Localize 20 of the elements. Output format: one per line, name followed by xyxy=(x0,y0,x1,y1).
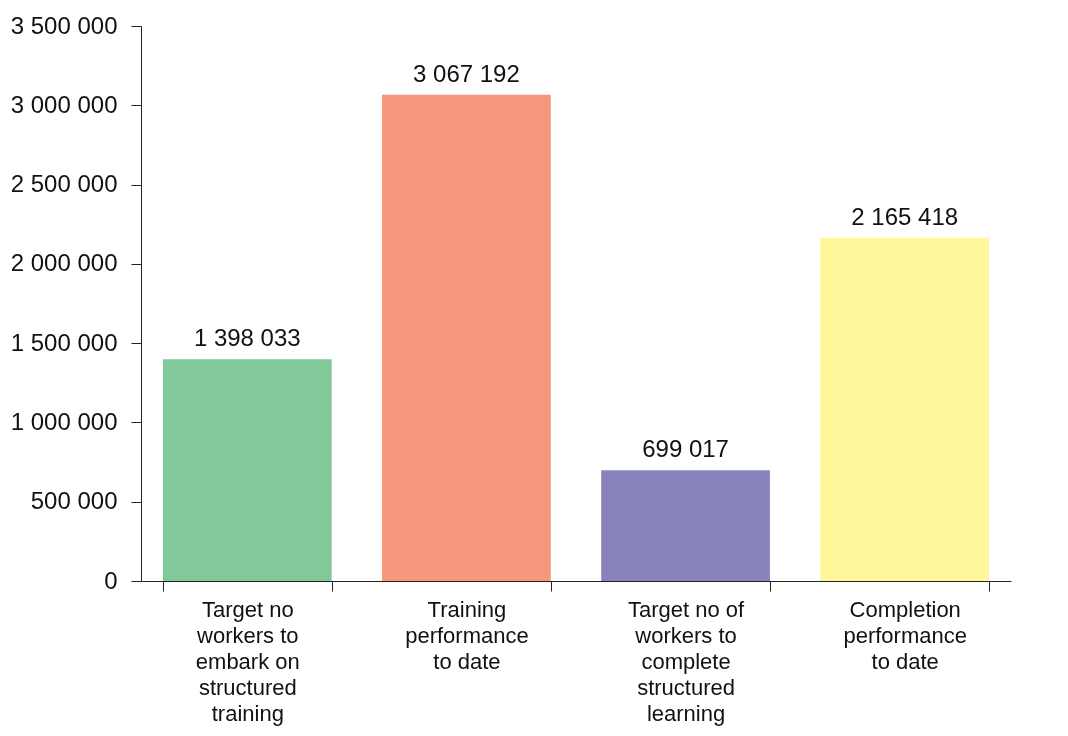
y-tick-label: 3 500 000 xyxy=(10,11,118,39)
y-tick-label: 1 500 000 xyxy=(10,328,118,356)
data-label: 3 067 192 xyxy=(413,59,520,87)
bar xyxy=(820,237,990,581)
bar xyxy=(601,470,770,581)
x-tick-label: Target no workers to embark on structured training xyxy=(195,596,300,726)
y-tick-label: 0 xyxy=(104,566,118,594)
y-tick-label: 500 000 xyxy=(30,487,118,515)
x-tick-label: Completion performance to date xyxy=(843,596,967,674)
x-tick-label: Training performance to date xyxy=(405,596,529,674)
y-tick-label: 3 000 000 xyxy=(10,90,118,118)
data-label: 1 398 033 xyxy=(193,324,301,352)
data-label: 699 017 xyxy=(642,435,729,463)
x-tick-label: Target no of workers to complete structured learning xyxy=(627,596,746,726)
y-tick-label: 2 500 000 xyxy=(10,170,118,198)
y-tick-label: 2 000 000 xyxy=(10,249,118,277)
bar xyxy=(162,359,332,581)
y-tick-label: 1 000 000 xyxy=(10,407,118,435)
bar xyxy=(382,94,551,581)
data-label: 2 165 418 xyxy=(851,202,959,230)
